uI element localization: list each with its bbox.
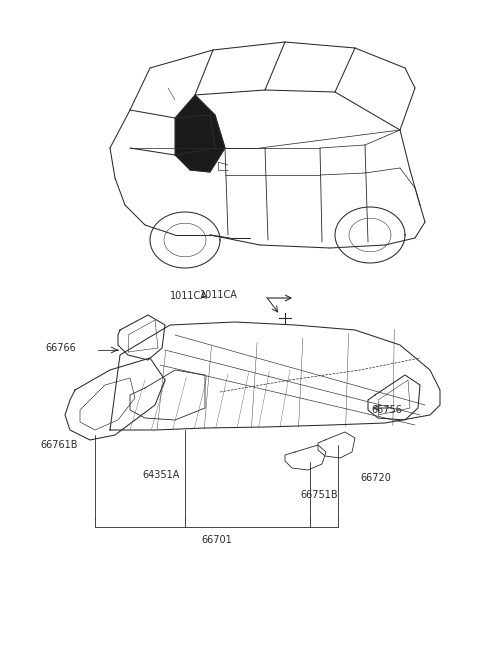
Text: 66701: 66701 — [201, 535, 232, 545]
Text: 66761B: 66761B — [40, 440, 77, 450]
Text: 1011CA: 1011CA — [200, 290, 238, 300]
Text: 66766: 66766 — [45, 343, 76, 353]
Text: 66756: 66756 — [372, 405, 403, 415]
Text: 66720: 66720 — [360, 473, 391, 483]
Text: 64351A: 64351A — [142, 470, 180, 480]
Polygon shape — [175, 95, 225, 172]
Text: 66751B: 66751B — [300, 490, 337, 500]
Text: 1011CA: 1011CA — [170, 291, 208, 301]
